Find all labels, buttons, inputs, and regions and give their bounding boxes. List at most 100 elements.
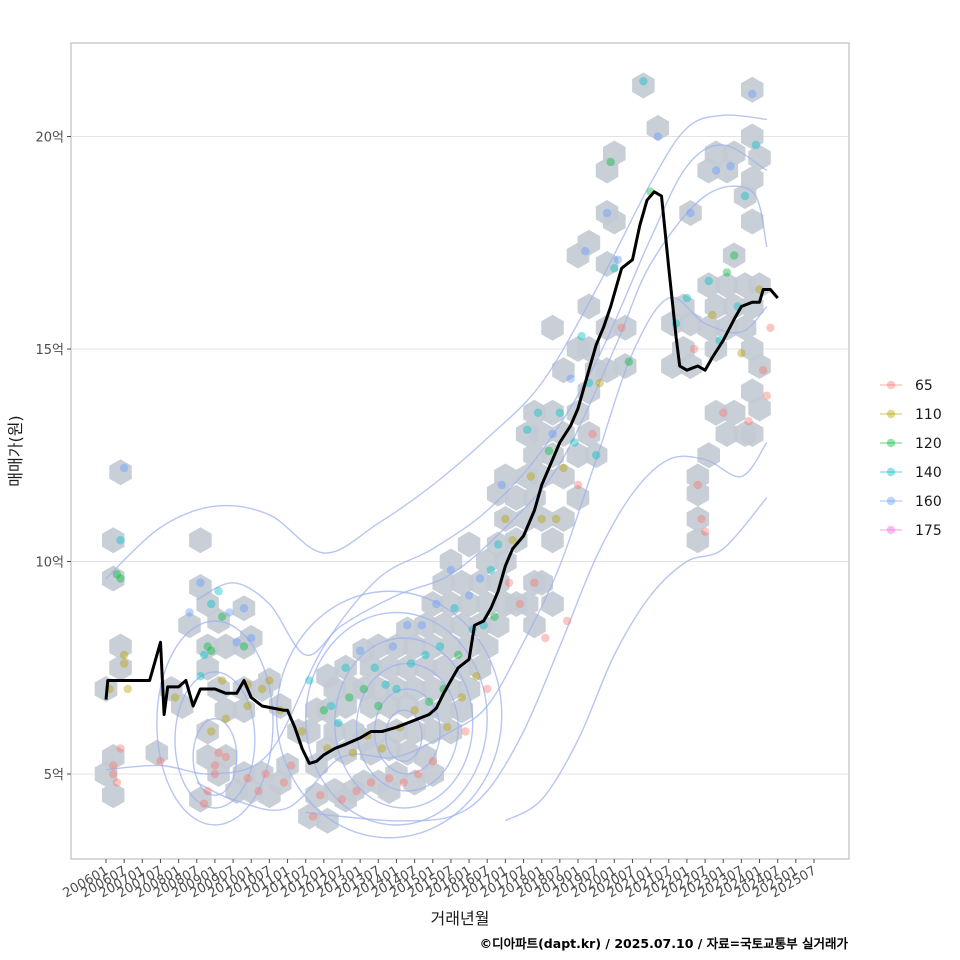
data-point <box>297 727 307 736</box>
data-point <box>624 357 634 366</box>
data-point <box>697 514 706 524</box>
data-point <box>261 769 270 779</box>
hexbin-cell <box>552 463 575 490</box>
density-contour <box>196 185 768 656</box>
data-point <box>762 391 771 400</box>
data-point <box>704 276 713 286</box>
hexbin-cell <box>323 676 346 702</box>
x-axis: 2006012006072007012007072008012008072009… <box>61 859 819 901</box>
data-point <box>515 599 525 609</box>
hexbin-cell <box>715 421 739 447</box>
legend-key-point <box>886 380 896 390</box>
data-point <box>214 748 223 757</box>
hexbin-cell <box>102 744 125 770</box>
hexbin-cell <box>421 761 444 787</box>
data-point <box>744 417 753 426</box>
hexbin-cell <box>457 531 481 558</box>
hexbin-cell <box>741 123 764 150</box>
data-point <box>199 650 209 660</box>
hexbin-cell <box>414 612 437 639</box>
data-point <box>719 408 728 417</box>
data-point <box>639 77 648 86</box>
y-tick-label: 15억 <box>35 343 64 358</box>
hexbin-cell <box>486 612 510 639</box>
data-point <box>483 684 492 694</box>
data-point <box>617 323 626 332</box>
data-point <box>562 616 572 626</box>
data-point <box>453 650 463 660</box>
data-point <box>508 536 517 545</box>
data-point <box>501 514 510 524</box>
data-point <box>537 514 546 524</box>
density-contours <box>105 114 768 839</box>
data-point <box>424 697 434 706</box>
hexbin-cell <box>741 208 764 235</box>
data-point <box>334 718 343 728</box>
hexbin-cell <box>505 484 528 511</box>
legend: 65 110 120 140 160 175 <box>880 378 942 539</box>
data-point <box>305 676 314 685</box>
hexbin-cell <box>214 744 238 770</box>
data-point <box>573 480 583 490</box>
hexbin-cell <box>232 595 256 622</box>
hexbin-cell <box>541 399 564 426</box>
hexbin-cell <box>367 633 390 660</box>
hexbin-cell <box>748 144 771 171</box>
data-point <box>119 463 129 473</box>
hexbin-cell <box>704 399 728 426</box>
hexbin-cell <box>741 76 764 103</box>
hexbin-cell <box>432 569 455 596</box>
hexbin-cell <box>741 166 764 192</box>
data-point <box>199 799 209 808</box>
hexbin-cell <box>733 314 757 341</box>
hexbin-cell <box>457 591 481 617</box>
data-point <box>414 769 423 779</box>
hexbin-cell <box>468 654 492 681</box>
data-point <box>308 812 318 821</box>
hexbin-cell <box>421 591 444 617</box>
data-point <box>196 578 205 587</box>
hexbin-cell <box>450 612 474 639</box>
hexbin-cell <box>505 527 528 554</box>
data-point <box>417 621 427 630</box>
hexbin-cell <box>367 676 390 702</box>
data-point <box>316 791 325 800</box>
hexbin-cell <box>748 272 771 299</box>
data-point <box>522 425 532 434</box>
hexbin-cell <box>102 527 125 554</box>
hexbin-cell <box>178 612 201 639</box>
data-point <box>464 591 474 600</box>
data-point <box>751 140 761 150</box>
hexbin-cell <box>214 633 238 660</box>
data-point <box>700 527 710 536</box>
data-point <box>475 574 485 583</box>
data-point <box>232 638 241 647</box>
y-tick-label: 5억 <box>44 768 64 783</box>
data-point <box>265 676 274 685</box>
data-point <box>497 480 506 490</box>
data-point <box>112 570 122 579</box>
legend-label: 140 <box>915 465 942 481</box>
trend-line <box>104 190 779 765</box>
data-point <box>377 744 387 753</box>
hexbin-cell <box>432 654 455 681</box>
data-point <box>490 612 499 621</box>
hexbin-cell <box>515 591 539 617</box>
data-point <box>722 268 732 277</box>
data-point <box>203 786 212 796</box>
data-point <box>207 599 216 609</box>
data-point <box>428 757 437 766</box>
hexbin-cell <box>109 633 132 660</box>
data-point <box>566 374 575 383</box>
hexbin-cell <box>679 200 702 226</box>
legend-key-point <box>886 496 896 506</box>
legend-label: 65 <box>915 378 933 394</box>
hexbin-cell <box>530 421 553 447</box>
hexbin-cell <box>530 569 553 596</box>
hexbin-cell <box>686 480 710 507</box>
y-tick-label: 10억 <box>35 556 64 571</box>
hexbin-cell <box>552 357 575 384</box>
legend-label: 110 <box>915 407 942 423</box>
legend-label: 175 <box>915 523 942 539</box>
data-point <box>366 778 376 787</box>
